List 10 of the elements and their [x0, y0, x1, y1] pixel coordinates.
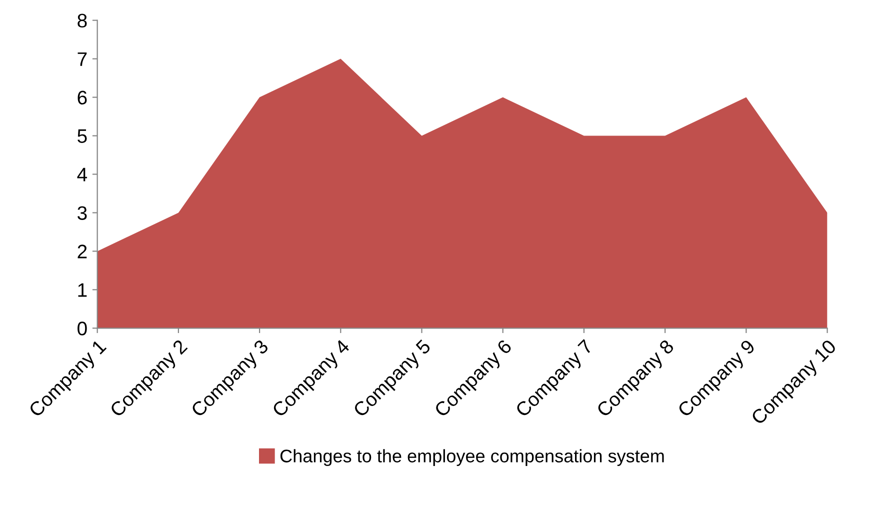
y-tick-label: 8: [78, 14, 87, 28]
y-tick-label: 1: [78, 283, 87, 297]
y-tick-label: 7: [78, 52, 87, 66]
y-tick-label: 0: [78, 322, 87, 336]
y-tick-label: 6: [78, 90, 87, 105]
y-tick-label: 5: [78, 129, 87, 143]
y-tick-label: 3: [78, 206, 87, 220]
legend-label: Changes to the employee compensation system: [280, 449, 664, 466]
y-tick-label: 4: [77, 168, 88, 182]
y-tick-label: 2: [78, 244, 87, 258]
